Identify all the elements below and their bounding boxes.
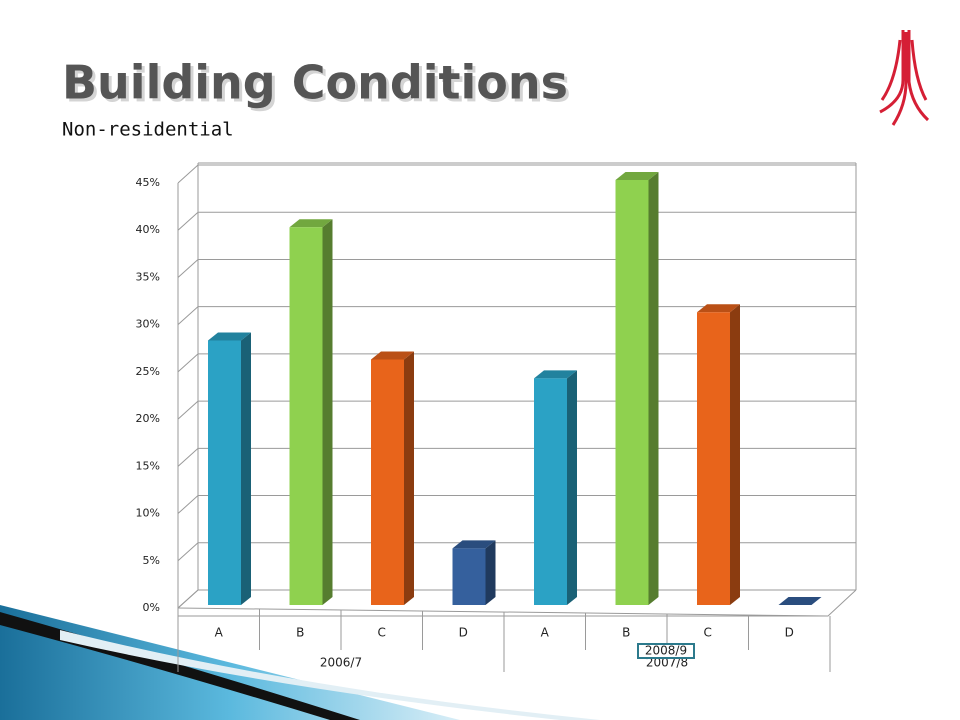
group-label: 2006/7 (320, 656, 362, 670)
grid-line (177, 542, 856, 562)
bar (615, 172, 659, 605)
x-tick-label: A (541, 626, 550, 640)
y-tick-label: 0% (143, 601, 160, 614)
annotation-box (637, 643, 695, 659)
bar-side (567, 370, 577, 605)
bar-top (615, 172, 659, 180)
y-tick-label: 30% (136, 318, 160, 331)
bar-front (697, 312, 730, 605)
bar-side (322, 219, 333, 605)
bar-top (208, 332, 251, 341)
bar-side (241, 332, 251, 605)
bar-top (778, 597, 822, 605)
bar-side (730, 304, 740, 605)
bar-front (371, 359, 404, 605)
swoosh (0, 605, 460, 720)
bar (289, 219, 333, 605)
bar (208, 332, 251, 605)
bar (371, 351, 414, 605)
x-tick-label: D (459, 626, 468, 640)
x-tick-label: C (378, 626, 386, 640)
grid-line (177, 211, 856, 231)
bar-side (404, 351, 414, 605)
bar-side (648, 172, 659, 605)
bar (452, 540, 496, 605)
floor (177, 589, 857, 617)
bar-top (289, 219, 333, 228)
bar-top (371, 351, 414, 360)
x-tick-label: A (215, 626, 224, 640)
bar-top (697, 304, 740, 313)
logo (879, 30, 930, 126)
title: Building Conditions (62, 56, 568, 110)
bar-front (452, 548, 486, 605)
y-tick-label: 10% (136, 507, 160, 520)
y-tick-label: 20% (136, 412, 160, 425)
bar-top (452, 540, 496, 549)
x-tick-label: B (622, 626, 630, 640)
y-tick-label: 40% (136, 223, 160, 236)
grid-line (177, 258, 856, 278)
grid-line (177, 589, 856, 609)
bar-side (485, 540, 496, 605)
grid-line (177, 306, 856, 326)
grid-line (177, 353, 856, 373)
x-tick-label: D (785, 626, 794, 640)
grid-line (177, 164, 856, 184)
grid-line (177, 495, 856, 514)
grid-line (177, 447, 856, 467)
bar-top (534, 370, 577, 379)
bar-front (534, 378, 567, 605)
x-tick-label: C (704, 626, 712, 640)
y-tick-label: 15% (136, 459, 160, 472)
y-tick-label: 25% (136, 365, 160, 378)
bar-front (615, 180, 649, 605)
bar-front (289, 227, 323, 605)
grid-line (177, 400, 856, 420)
subtitle: Non-residential (62, 119, 234, 141)
bar-front (208, 340, 241, 605)
y-tick-label: 5% (143, 554, 160, 567)
x-tick-label: B (296, 626, 304, 640)
y-tick-label: 35% (136, 270, 160, 283)
back-wall (177, 163, 199, 610)
title-shadow: Building Conditions (65, 59, 571, 113)
annotation: 2008/9 (645, 644, 687, 658)
y-tick-label: 45% (136, 176, 160, 189)
bar (534, 370, 577, 605)
bar (697, 304, 740, 605)
bar (778, 597, 822, 605)
